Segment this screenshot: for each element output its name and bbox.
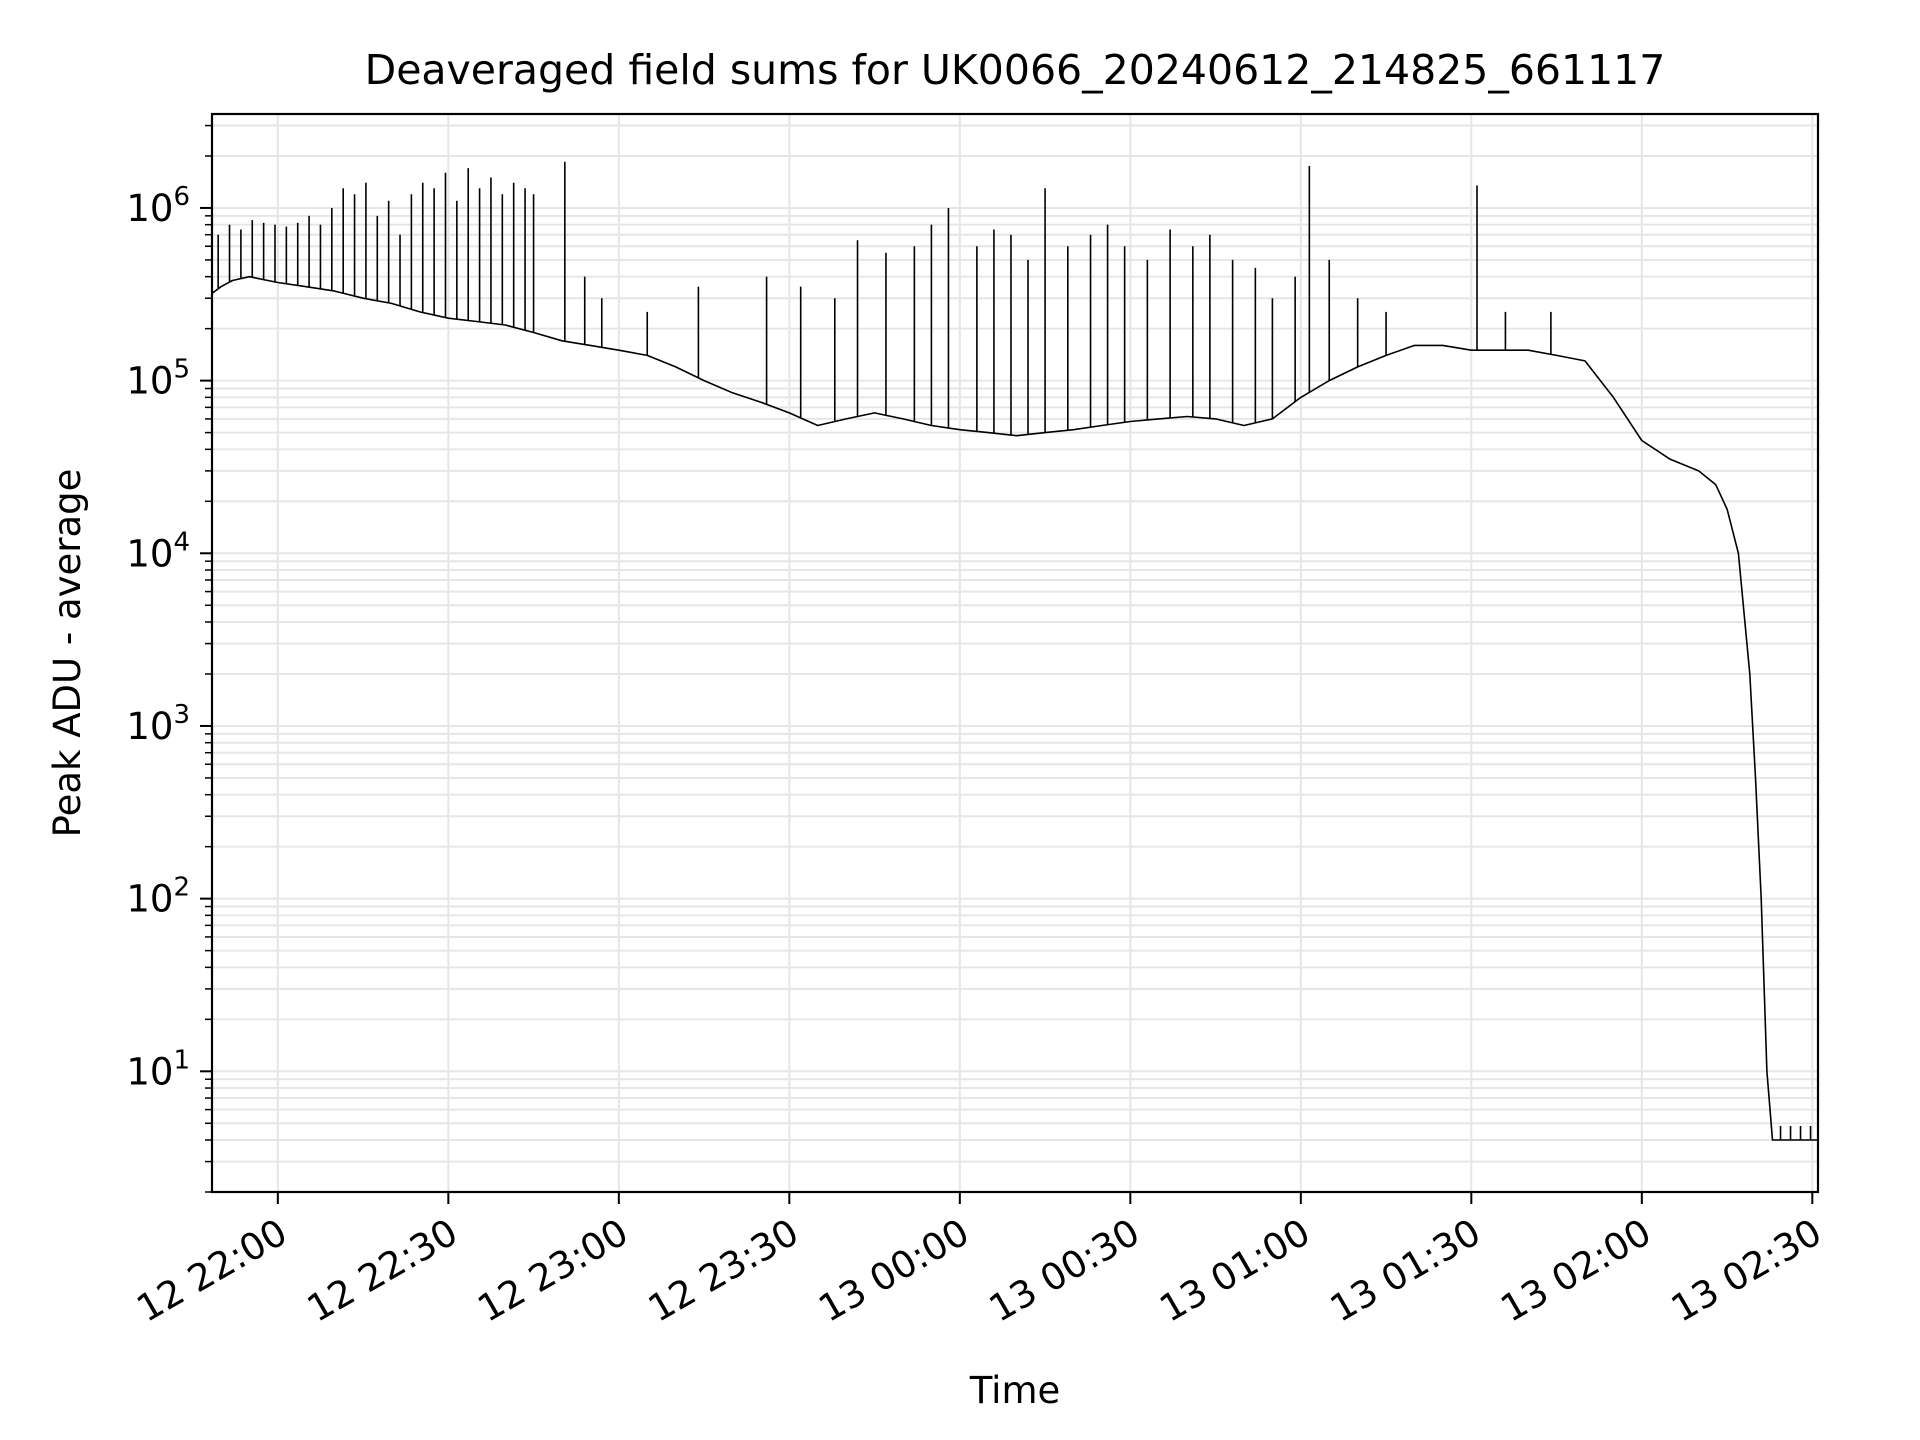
y-axis: 101 102 103 104 105 106: [126, 124, 212, 1193]
spike-marks: [217, 161, 1552, 436]
series-line: [211, 275, 1818, 1141]
y-tick-label: 102: [126, 873, 190, 921]
y-tick-label: 103: [126, 700, 190, 748]
floor-tick-marks: [1779, 1126, 1812, 1141]
y-axis-label: Peak ADU - average: [46, 469, 89, 838]
chart-title: Deaveraged field sums for UK0066_2024061…: [365, 46, 1666, 94]
y-tick-label: 105: [126, 355, 190, 403]
series-layer: [211, 275, 1818, 1141]
x-axis-label: Time: [969, 1369, 1061, 1412]
y-tick-label: 106: [126, 182, 190, 230]
plot-frame: [210, 112, 1820, 1194]
y-tick-label: 104: [126, 527, 190, 575]
y-tick-label: 101: [126, 1045, 190, 1093]
